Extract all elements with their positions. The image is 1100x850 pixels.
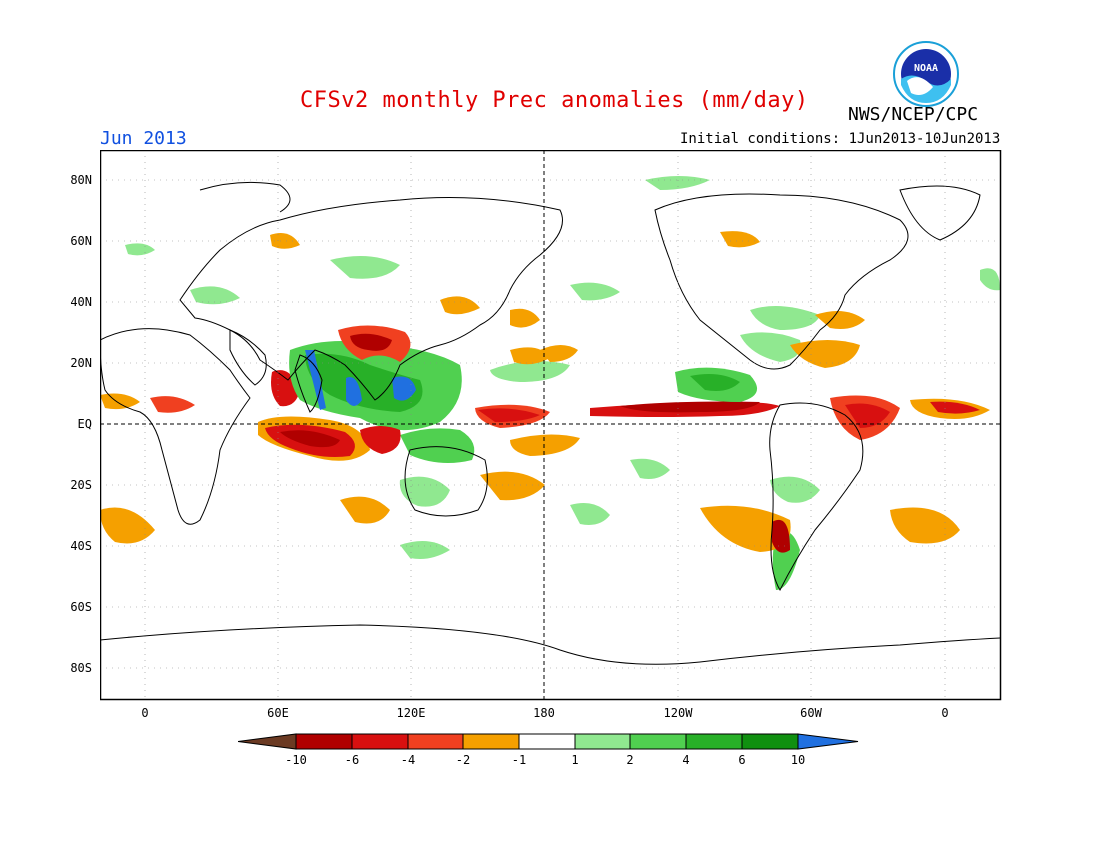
lat-label-eq: EQ	[77, 417, 92, 431]
lat-label-80s: 80S	[70, 661, 92, 675]
lat-label-80n: 80N	[70, 173, 92, 187]
precip-anomaly-map	[100, 150, 1002, 701]
colorbar-label: 2	[626, 753, 634, 767]
month-label: Jun 2013	[100, 128, 187, 149]
colorbar-label: 1	[571, 753, 579, 767]
colorbar-bin	[351, 733, 409, 750]
colorbar-bin	[685, 733, 743, 750]
colorbar-bin	[518, 733, 576, 750]
lon-label-60e: 60E	[267, 706, 289, 720]
graticule	[100, 150, 1000, 699]
colorbar-high-arrow	[797, 733, 859, 750]
org-label: NWS/NCEP/CPC	[848, 104, 979, 125]
colorbar-label: 4	[682, 753, 690, 767]
anomaly-fields	[100, 176, 1000, 590]
colorbar-bin	[574, 733, 631, 750]
lon-label-120w: 120W	[663, 706, 693, 720]
colorbar	[238, 733, 859, 750]
colorbar-bin	[629, 733, 687, 750]
lon-label-120e: 120E	[396, 706, 426, 720]
lon-label-0-east: 0	[941, 706, 949, 720]
colorbar-label: -6	[344, 753, 360, 767]
map-title: CFSv2 monthly Prec anomalies (mm/day)	[300, 88, 809, 113]
lat-label-40s: 40S	[70, 539, 92, 553]
colorbar-bin	[295, 733, 353, 750]
colorbar-label: -10	[285, 753, 307, 767]
colorbar-bin	[741, 733, 799, 750]
colorbar-bin	[462, 733, 520, 750]
anomaly-strong-positive-south-asia	[305, 350, 326, 410]
colorbar-label: 10	[790, 753, 806, 767]
lon-label-60w: 60W	[800, 706, 822, 720]
lon-label-180: 180	[533, 706, 555, 720]
lat-label-20s: 20S	[70, 478, 92, 492]
colorbar-label: -4	[400, 753, 416, 767]
lat-label-40n: 40N	[70, 295, 92, 309]
lat-label-60s: 60S	[70, 600, 92, 614]
colorbar-bin	[407, 733, 464, 750]
noaa-logo-icon: NOAA	[893, 41, 959, 107]
coastlines	[100, 181, 1000, 665]
colorbar-label: 6	[738, 753, 746, 767]
lon-label-0: 0	[141, 706, 149, 720]
svg-text:NOAA: NOAA	[914, 63, 938, 74]
colorbar-label: -2	[455, 753, 471, 767]
lat-label-20n: 20N	[70, 356, 92, 370]
anomaly-core-negative-indian-ocean	[280, 430, 340, 448]
colorbar-label: -1	[511, 753, 527, 767]
colorbar-low-arrow	[238, 733, 297, 750]
lat-label-60n: 60N	[70, 234, 92, 248]
initial-conditions-label: Initial conditions: 1Jun2013-10Jun2013	[680, 131, 1001, 147]
